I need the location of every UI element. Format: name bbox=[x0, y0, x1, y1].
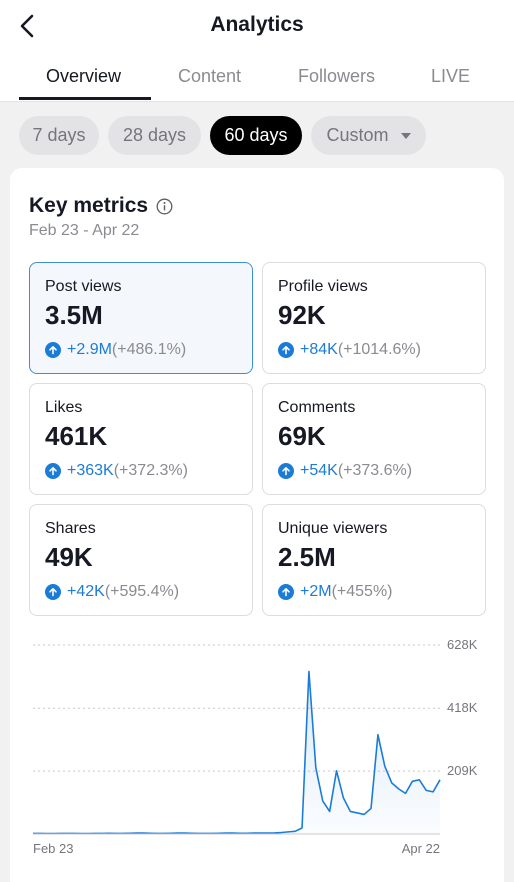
x-tick-label: Feb 23 bbox=[33, 841, 73, 856]
tab-content[interactable]: Content bbox=[178, 66, 242, 86]
metric-label: Profile views bbox=[278, 278, 368, 295]
tab-followers[interactable]: Followers bbox=[298, 66, 376, 86]
chip-label: Custom bbox=[326, 125, 389, 145]
tab-live[interactable]: LIVE bbox=[431, 66, 471, 86]
metric-delta: +2M bbox=[300, 583, 332, 600]
metric-change: +42K (+595.4%) bbox=[45, 583, 179, 601]
arrow-up-circle-icon bbox=[278, 584, 294, 600]
metric-value: 92K bbox=[278, 300, 326, 330]
metric-delta: +54K bbox=[300, 462, 338, 479]
x-tick-label: Apr 22 bbox=[402, 841, 440, 856]
date-range-label: Feb 23 - Apr 22 bbox=[29, 222, 140, 239]
metric-percent: (+455%) bbox=[331, 583, 393, 600]
arrow-up-circle-icon bbox=[45, 342, 61, 358]
metric-change: +2.9M (+486.1%) bbox=[45, 341, 186, 359]
top-bar: Analytics Overview Content Followers LIV… bbox=[0, 0, 514, 102]
metric-label: Shares bbox=[45, 520, 96, 537]
y-tick-label: 628K bbox=[447, 637, 478, 652]
metric-delta: +363K bbox=[67, 462, 114, 479]
date-range-selector: 7 days 28 days 60 days Custom bbox=[0, 102, 514, 168]
metric-change: +2M (+455%) bbox=[278, 583, 393, 601]
metric-percent: (+372.3%) bbox=[113, 462, 188, 479]
metric-unique-viewers[interactable]: Unique viewers 2.5M +2M (+455%) bbox=[262, 504, 486, 616]
chip-label: 28 days bbox=[122, 125, 187, 145]
key-metrics-heading: Key metrics bbox=[29, 194, 173, 218]
key-metrics-title: Key metrics bbox=[29, 194, 149, 217]
metric-percent: (+486.1%) bbox=[111, 341, 187, 358]
metric-label: Unique viewers bbox=[278, 520, 388, 537]
metric-percent: (+595.4%) bbox=[104, 583, 180, 600]
metric-label: Post views bbox=[45, 278, 122, 295]
metric-change: +84K (+1014.6%) bbox=[278, 341, 421, 359]
y-tick-label: 209K bbox=[447, 763, 478, 778]
caret-down-icon bbox=[400, 132, 411, 139]
series-line bbox=[33, 670, 441, 835]
chip-28-days[interactable]: 28 days bbox=[108, 116, 201, 155]
metric-shares[interactable]: Shares 49K +42K (+595.4%) bbox=[29, 504, 253, 616]
metric-percent: (+373.6%) bbox=[337, 462, 413, 479]
metric-change: +363K (+372.3%) bbox=[45, 462, 188, 480]
post-views-trend-chart: 209K 418K 628K Feb 23 Apr 22 bbox=[33, 637, 478, 856]
metric-value: 69K bbox=[278, 421, 326, 451]
metric-delta: +84K bbox=[300, 341, 338, 358]
chip-label: 7 days bbox=[32, 125, 86, 145]
chip-label: 60 days bbox=[224, 125, 288, 145]
arrow-up-circle-icon bbox=[278, 342, 294, 358]
metric-comments[interactable]: Comments 69K +54K (+373.6%) bbox=[262, 383, 486, 495]
metric-value: 2.5M bbox=[278, 542, 336, 572]
tab-overview[interactable]: Overview bbox=[46, 66, 122, 86]
arrow-up-circle-icon bbox=[45, 463, 61, 479]
metric-change: +54K (+373.6%) bbox=[278, 462, 412, 480]
metric-delta: +2.9M bbox=[67, 341, 112, 358]
metric-profile-views[interactable]: Profile views 92K +84K (+1014.6%) bbox=[262, 262, 486, 374]
page-title: Analytics bbox=[210, 13, 304, 36]
y-tick-label: 418K bbox=[447, 700, 478, 715]
back-button[interactable] bbox=[12, 10, 44, 42]
arrow-up-circle-icon bbox=[45, 584, 61, 600]
metric-post-views[interactable]: Post views 3.5M +2.9M (+486.1%) bbox=[29, 262, 253, 374]
metric-value: 3.5M bbox=[45, 300, 103, 330]
metric-label: Comments bbox=[278, 399, 356, 416]
active-tab-indicator bbox=[19, 97, 151, 100]
info-icon[interactable] bbox=[156, 198, 173, 215]
chevron-left-icon bbox=[20, 14, 34, 38]
chip-60-days[interactable]: 60 days bbox=[210, 116, 302, 155]
metric-percent: (+1014.6%) bbox=[337, 341, 421, 358]
metric-delta: +42K bbox=[67, 583, 105, 600]
arrow-up-circle-icon bbox=[278, 463, 294, 479]
key-metrics-card: Key metrics Feb 23 - Apr 22 Post views 3… bbox=[10, 168, 504, 882]
metric-value: 49K bbox=[45, 542, 93, 572]
metric-label: Likes bbox=[45, 399, 83, 416]
metric-likes[interactable]: Likes 461K +363K (+372.3%) bbox=[29, 383, 253, 495]
series-area bbox=[33, 671, 440, 834]
chip-7-days[interactable]: 7 days bbox=[19, 116, 99, 155]
chip-custom[interactable]: Custom bbox=[311, 116, 426, 155]
metric-value: 461K bbox=[45, 421, 108, 451]
